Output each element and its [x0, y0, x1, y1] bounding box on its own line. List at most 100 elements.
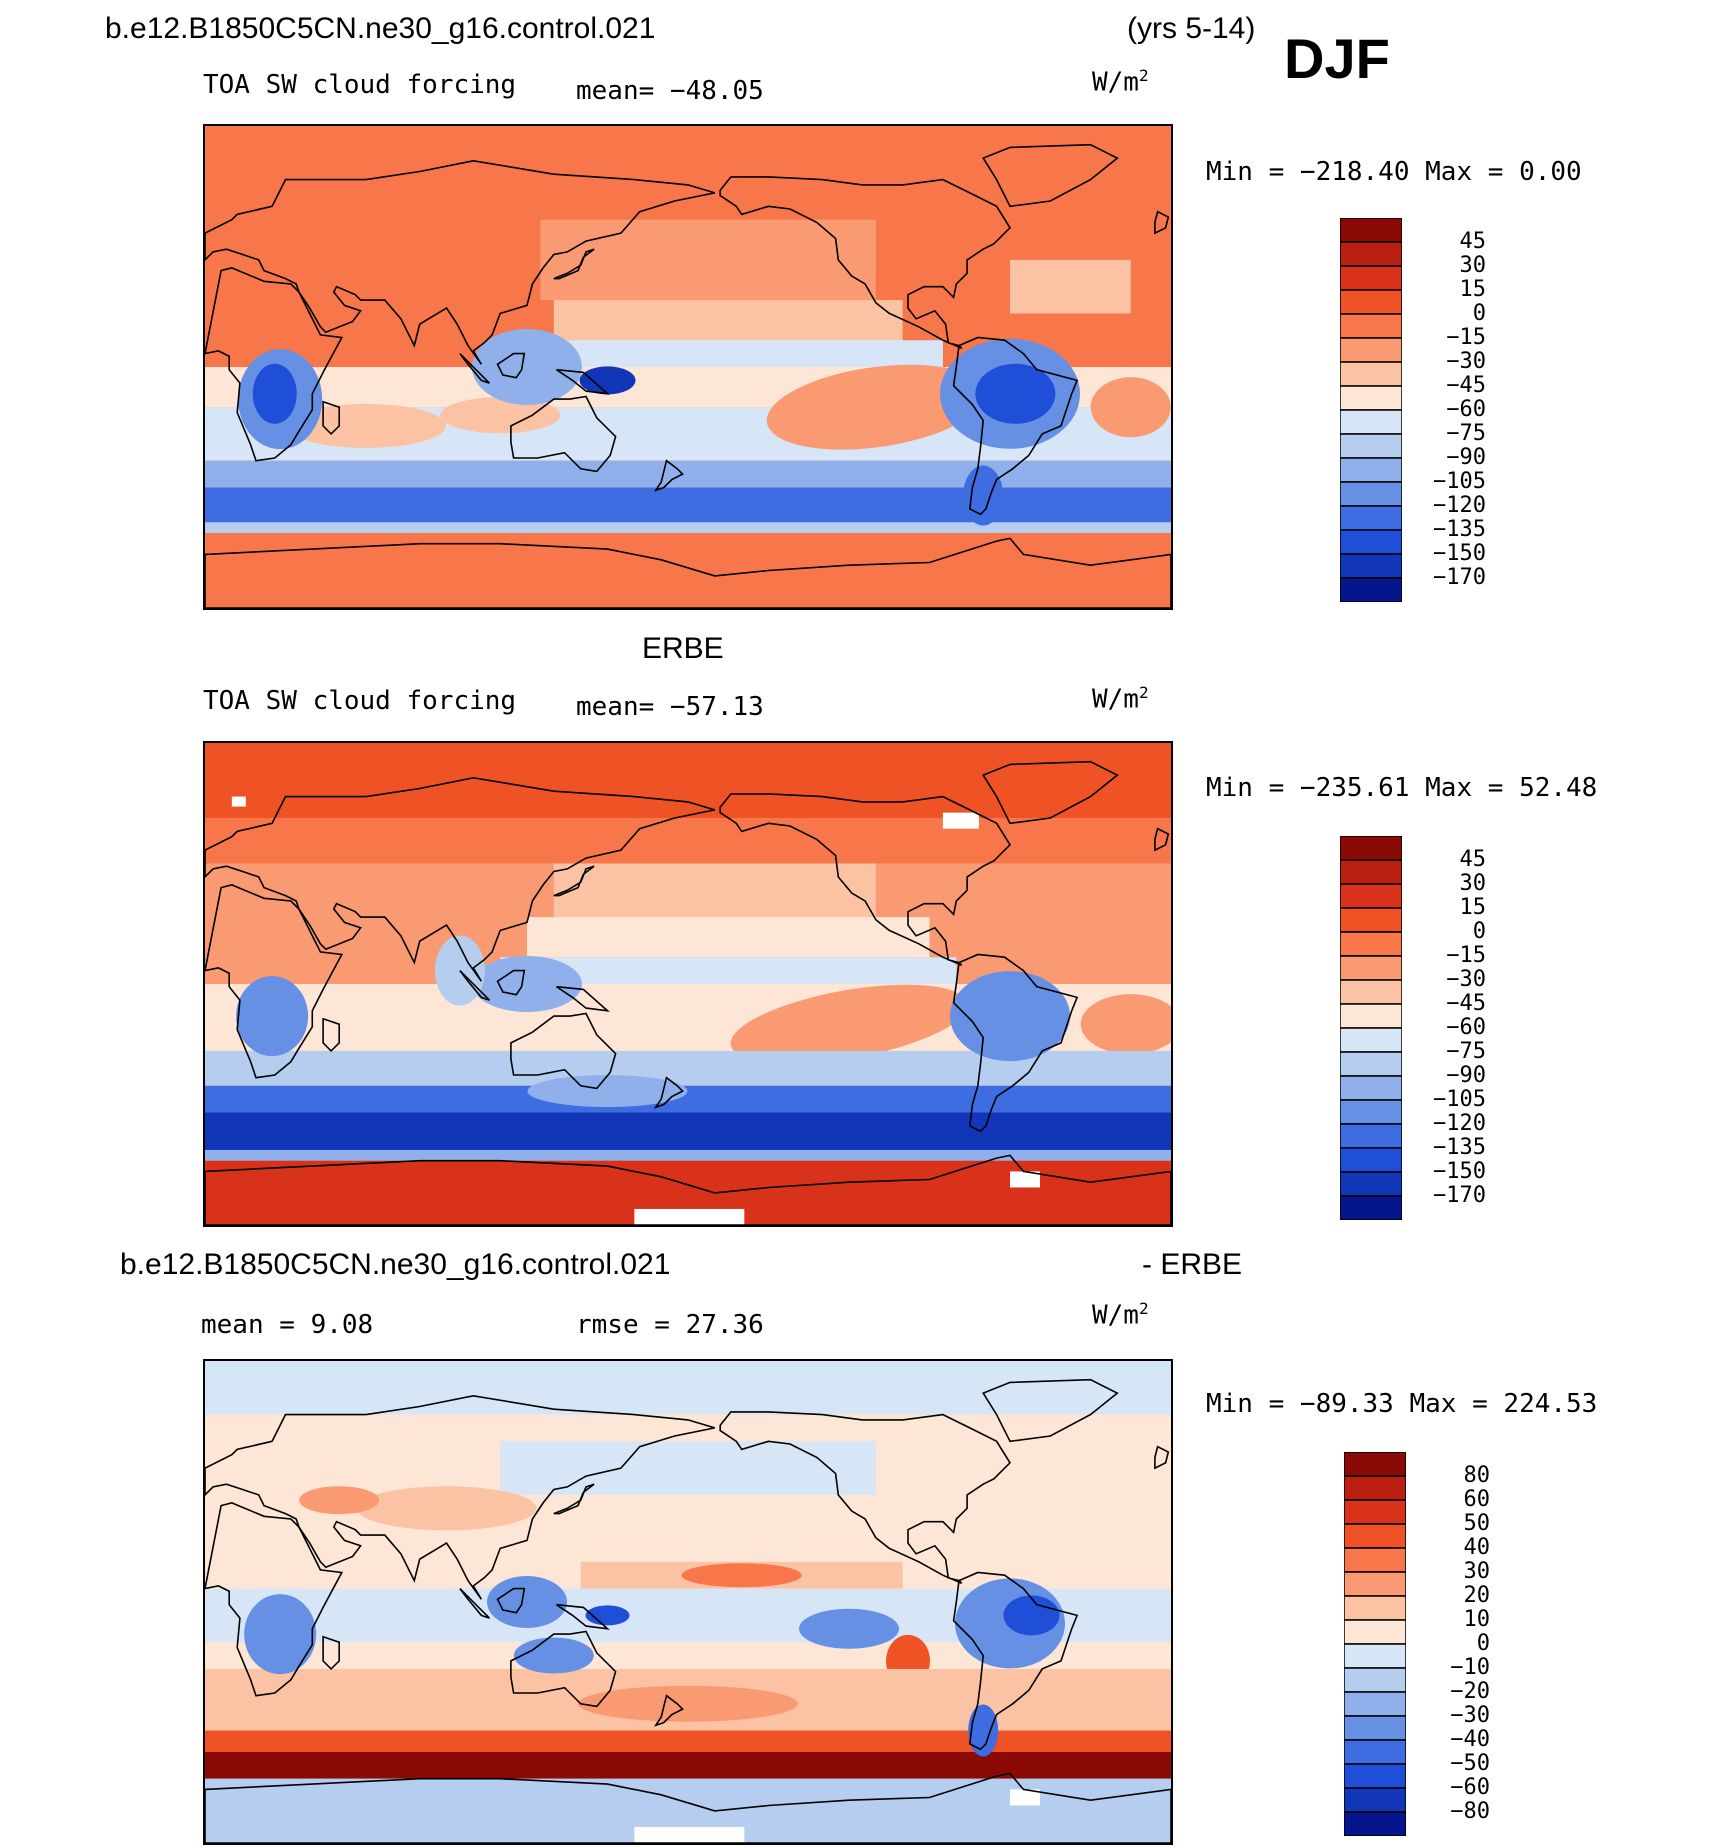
panel3-mean: mean = 9.08 — [201, 1310, 374, 1340]
coastline — [556, 1603, 610, 1630]
colorbar-box — [1340, 1003, 1402, 1029]
coastline — [510, 395, 617, 473]
colorbar-tick-label: 0 — [1472, 919, 1486, 944]
coastline — [952, 953, 1079, 1133]
panel2-title: TOA SW cloud forcing — [203, 686, 517, 716]
colorbar-tick-label: −105 — [1433, 469, 1486, 494]
coastline — [322, 400, 340, 436]
coastline — [952, 336, 1079, 516]
colorbar-box — [1344, 1619, 1406, 1645]
coastline — [205, 537, 1171, 608]
field-band — [205, 817, 1171, 864]
colorbar-box — [1340, 313, 1402, 339]
colorbar-box — [1340, 457, 1402, 483]
colorbar-box — [1340, 1075, 1402, 1101]
colorbar-tick-label: −80 — [1450, 1799, 1490, 1824]
field-blob — [244, 1594, 317, 1675]
diff-suffix: - ERBE — [1142, 1248, 1243, 1281]
coastline — [205, 1502, 344, 1697]
field-blob — [579, 366, 636, 395]
colorbar-tick-label: −105 — [1433, 1087, 1486, 1112]
colorbar-obs: 45 30 15 0 −15 −30 −45 −60 −75 −90 −105 −120 −135 −15… — [1340, 836, 1486, 1220]
coastline — [205, 1772, 1171, 1843]
colorbar-box — [1340, 361, 1402, 387]
coastline — [553, 248, 595, 280]
field-band — [205, 743, 1171, 818]
colorbar-tick-label: −60 — [1450, 1775, 1490, 1800]
field-blob — [236, 976, 309, 1057]
colorbar-box — [1340, 836, 1402, 861]
coastline — [510, 1012, 617, 1090]
coastline — [653, 1076, 684, 1109]
colorbar-tick-label: 50 — [1463, 1511, 1491, 1536]
colorbar-box — [1340, 577, 1402, 602]
colorbar-tick-label: 10 — [1463, 1607, 1491, 1632]
colorbar-box — [1340, 931, 1402, 957]
field-band — [205, 522, 1171, 534]
colorbar-box — [1340, 859, 1402, 885]
field-blob — [252, 363, 297, 424]
colorbar-tick-label: 40 — [1463, 1535, 1491, 1560]
colorbar-tick-label: −170 — [1433, 565, 1486, 590]
colorbar-box — [1340, 505, 1402, 531]
colorbar-tick-label: 30 — [1459, 871, 1487, 896]
coastline — [982, 760, 1119, 825]
coastline — [322, 1017, 340, 1053]
colorbar-box — [1340, 218, 1402, 243]
colorbar-tick-label: −15 — [1446, 325, 1486, 350]
field-band — [205, 460, 1171, 488]
field-blob — [286, 403, 446, 448]
panel3-rmse: rmse = 27.36 — [576, 1310, 764, 1340]
colorbar-box — [1344, 1499, 1406, 1525]
coastline — [553, 865, 595, 897]
coastline — [1154, 1445, 1170, 1470]
colorbar-tick-label: 30 — [1459, 253, 1487, 278]
colorbar-box — [1344, 1715, 1406, 1741]
map-panel-obs — [203, 741, 1173, 1227]
coastline — [553, 1483, 595, 1515]
colorbar-tick-label: −40 — [1450, 1727, 1490, 1752]
colorbar-tick-label: −30 — [1446, 349, 1486, 374]
field-blob — [975, 363, 1056, 424]
colorbar-tick-label: 80 — [1463, 1463, 1491, 1488]
map-panel-model — [203, 124, 1173, 610]
colorbar-box — [1344, 1571, 1406, 1597]
panel1-mean: mean= −48.05 — [576, 76, 764, 106]
colorbar-tick-label: 15 — [1459, 895, 1487, 920]
colorbar-tick-label: −90 — [1446, 1063, 1486, 1088]
colorbar-tick-label: −120 — [1433, 1111, 1486, 1136]
coastline — [459, 1588, 490, 1619]
colorbar-box — [1344, 1811, 1406, 1836]
field-blob — [356, 1486, 537, 1531]
colorbar-model: 45 30 15 0 −15 −30 −45 −60 −75 −90 −105 −120 −135 −15… — [1340, 218, 1486, 602]
field-blob — [766, 364, 985, 450]
coastline — [205, 776, 716, 982]
coastline — [1154, 210, 1170, 235]
panel1-minmax: Min = −218.40 Max = 0.00 — [1206, 157, 1582, 187]
colorbar-box — [1340, 1147, 1402, 1173]
obs-title: ERBE — [642, 632, 724, 665]
field-band — [205, 1085, 1171, 1113]
field-blob — [1080, 994, 1171, 1055]
field-band — [205, 1751, 1171, 1779]
colorbar-tick-label: −150 — [1433, 541, 1486, 566]
colorbar-tick-label: −10 — [1450, 1655, 1490, 1680]
diff-case-name: b.e12.B1850C5CN.ne30_g16.control.021 — [120, 1248, 671, 1281]
colorbar-box — [1344, 1523, 1406, 1549]
colorbar-tick-label: −90 — [1446, 445, 1486, 470]
coastline — [459, 353, 490, 384]
coastline — [719, 176, 1012, 350]
colorbar-tick-label: 60 — [1463, 1487, 1491, 1512]
colorbar-tick-label: 45 — [1459, 847, 1487, 872]
field-band — [1010, 259, 1131, 314]
coastline — [205, 159, 716, 365]
colorbar-box — [1344, 1643, 1406, 1669]
coastline — [982, 143, 1119, 208]
colorbar-difference: 80 60 50 40 30 20 10 0 −10 −20 −30 −40 −50 −60 −80 — [1344, 1452, 1490, 1836]
colorbar-box — [1340, 481, 1402, 507]
colorbar-tick-label: 0 — [1476, 1631, 1490, 1656]
field-band — [553, 863, 876, 918]
colorbar-box — [1344, 1667, 1406, 1693]
colorbar-box — [1340, 1171, 1402, 1197]
colorbar-box — [1340, 979, 1402, 1005]
